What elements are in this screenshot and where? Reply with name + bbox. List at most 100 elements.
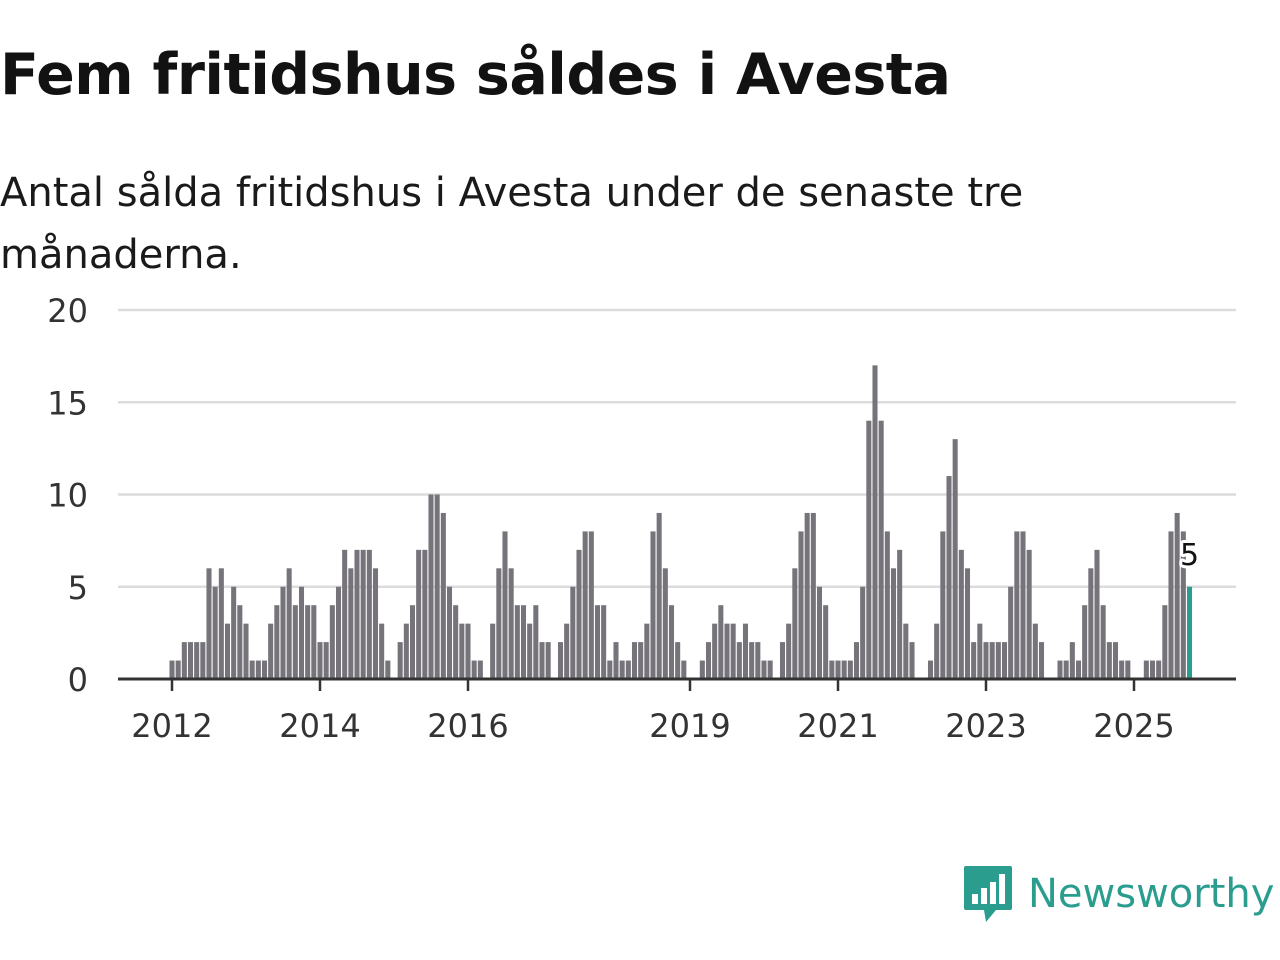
y-tick-label: 20 bbox=[47, 292, 88, 330]
bar bbox=[1106, 642, 1112, 679]
bar bbox=[619, 660, 625, 679]
bar bbox=[1008, 586, 1014, 679]
bar bbox=[749, 642, 755, 679]
bar bbox=[305, 605, 311, 679]
y-tick-label: 10 bbox=[47, 477, 88, 515]
bar bbox=[292, 605, 298, 679]
bar bbox=[268, 623, 274, 679]
bar bbox=[237, 605, 243, 679]
bar bbox=[311, 605, 317, 679]
bar-highlight bbox=[1186, 586, 1193, 679]
bar bbox=[403, 623, 409, 679]
bar bbox=[934, 623, 940, 679]
bar bbox=[255, 660, 261, 679]
bar bbox=[1156, 660, 1162, 679]
bar bbox=[520, 605, 527, 679]
bar bbox=[465, 623, 471, 679]
bar bbox=[989, 642, 995, 679]
bar bbox=[379, 623, 385, 679]
bar bbox=[218, 568, 224, 679]
bar bbox=[409, 605, 416, 679]
bar bbox=[712, 623, 718, 679]
bar bbox=[582, 531, 588, 679]
bar bbox=[169, 660, 175, 679]
bar bbox=[428, 494, 434, 679]
bar-chart-speech-bubble-icon bbox=[964, 866, 1012, 922]
bar bbox=[502, 531, 508, 679]
bar bbox=[1032, 623, 1038, 679]
x-tick-label: 2021 bbox=[797, 707, 878, 745]
bar bbox=[1057, 660, 1063, 679]
bar bbox=[490, 623, 496, 679]
bar bbox=[897, 549, 903, 679]
bar bbox=[342, 549, 348, 679]
bar bbox=[779, 642, 786, 679]
chart-subtitle: Antal sålda fritidshus i Avesta under de… bbox=[0, 170, 1024, 278]
bar bbox=[187, 642, 194, 679]
bar bbox=[866, 420, 872, 679]
bar bbox=[786, 623, 792, 679]
bar bbox=[335, 586, 342, 679]
bar bbox=[940, 531, 946, 679]
bar bbox=[1014, 531, 1020, 679]
last-value-label: 5 bbox=[1180, 538, 1199, 573]
brand-logo: Newsworthy bbox=[962, 864, 1274, 924]
bar bbox=[1082, 605, 1088, 679]
bar bbox=[798, 531, 804, 679]
bar bbox=[496, 568, 502, 679]
bar bbox=[730, 623, 736, 679]
bar bbox=[329, 605, 335, 679]
last-value-annotation: 5 bbox=[1177, 535, 1202, 576]
bar bbox=[261, 660, 268, 679]
bar bbox=[644, 623, 650, 679]
bar bbox=[576, 549, 582, 679]
bar bbox=[835, 660, 841, 679]
bar bbox=[212, 586, 218, 679]
bar bbox=[829, 660, 835, 679]
bar bbox=[514, 605, 520, 679]
bar bbox=[699, 660, 705, 679]
bar bbox=[927, 660, 934, 679]
bar bbox=[570, 586, 576, 679]
bar bbox=[249, 660, 255, 679]
bar bbox=[650, 531, 656, 679]
bar bbox=[231, 586, 237, 679]
bar bbox=[354, 549, 360, 679]
bar bbox=[557, 642, 564, 679]
bar bbox=[317, 642, 323, 679]
bar bbox=[668, 605, 675, 679]
bar bbox=[736, 642, 742, 679]
bar bbox=[804, 512, 810, 679]
bar bbox=[853, 642, 860, 679]
bar bbox=[767, 660, 773, 679]
y-tick-label: 5 bbox=[68, 569, 88, 607]
bar bbox=[964, 568, 971, 679]
bar bbox=[348, 568, 354, 679]
bar bbox=[1001, 642, 1008, 679]
bar bbox=[298, 586, 305, 679]
bar bbox=[903, 623, 909, 679]
bar bbox=[1168, 531, 1174, 679]
y-tick-label: 0 bbox=[68, 661, 88, 699]
bar bbox=[675, 642, 681, 679]
bar bbox=[459, 623, 465, 679]
bar bbox=[884, 531, 890, 679]
bar bbox=[453, 605, 459, 679]
bar bbox=[638, 642, 644, 679]
bar bbox=[434, 494, 440, 679]
bar bbox=[958, 549, 964, 679]
bar bbox=[594, 605, 601, 679]
y-tick-label: 15 bbox=[47, 384, 88, 422]
bar bbox=[508, 568, 514, 679]
bar bbox=[995, 642, 1001, 679]
bar bbox=[625, 660, 631, 679]
bar bbox=[274, 605, 280, 679]
bar bbox=[397, 642, 403, 679]
bar bbox=[1112, 642, 1119, 679]
bar bbox=[422, 549, 428, 679]
bar bbox=[946, 476, 952, 679]
bar bbox=[1038, 642, 1045, 679]
x-tick-label: 2019 bbox=[649, 707, 730, 745]
bar bbox=[243, 623, 249, 679]
bar bbox=[977, 623, 983, 679]
